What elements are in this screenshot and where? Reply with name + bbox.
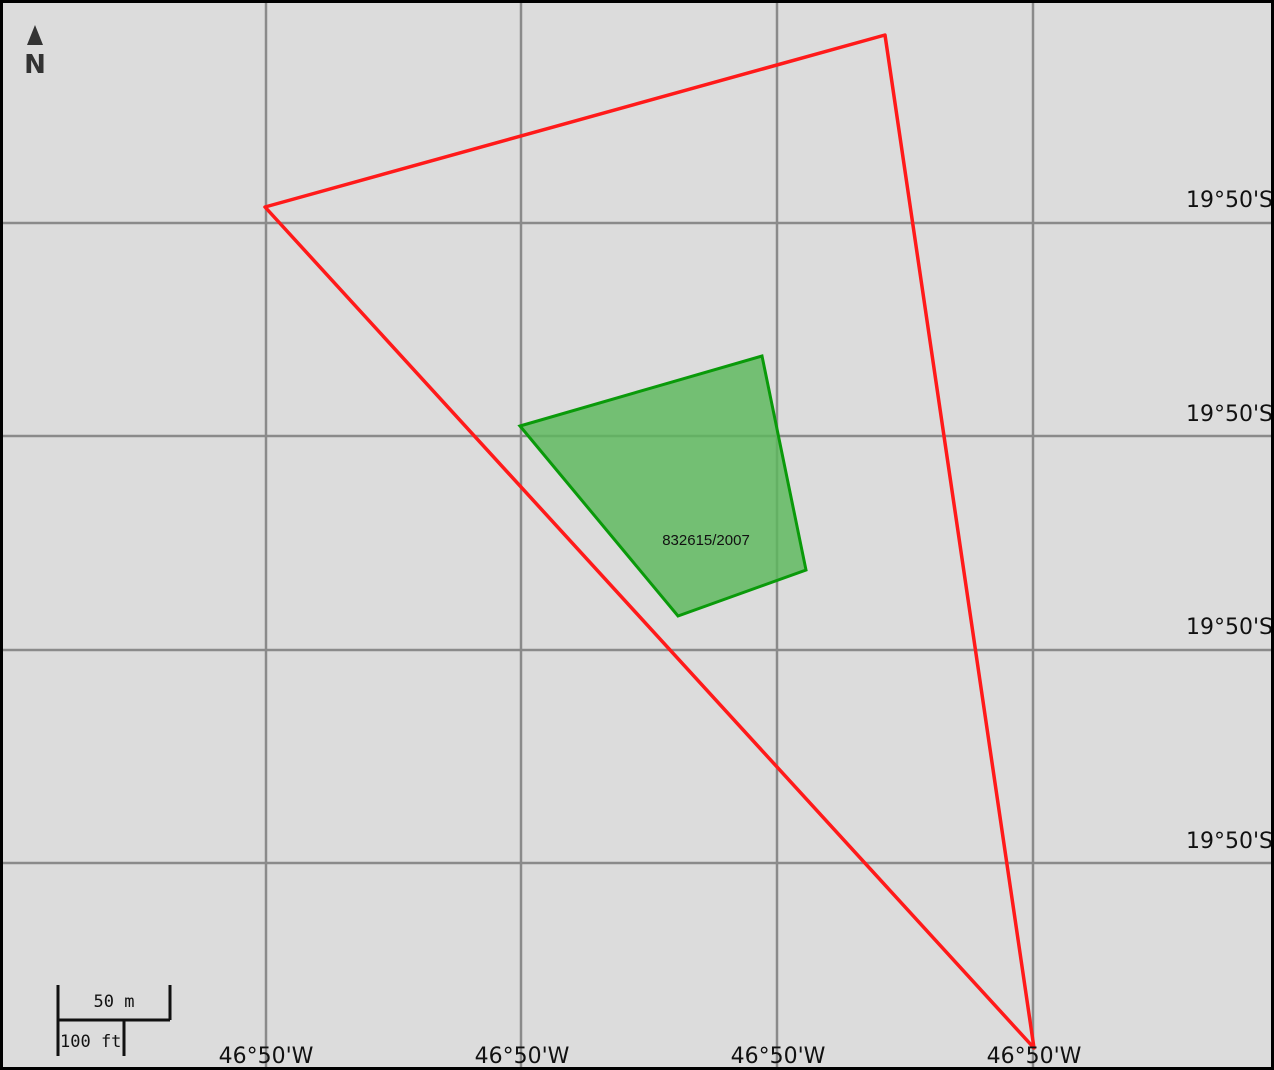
scale-bar-metric-label: 50 m [94,992,135,1012]
north-arrow-icon: N [24,25,46,80]
latitude-label: 19°50'S [1186,188,1273,213]
parcel-label: 832615/2007 [662,532,750,549]
longitude-label: 46°50'W [987,1044,1082,1069]
scale-bar: 50 m 100 ft [56,985,172,1056]
north-label: N [24,50,46,80]
latitude-label: 19°50'S [1186,615,1273,640]
map-canvas[interactable]: 832615/2007 19°50'S 19°50'S 19°50'S 19°5… [3,3,1274,1070]
outer-boundary-polygon[interactable] [263,33,1036,1050]
parcel-polygon[interactable] [517,354,808,618]
latitude-label: 19°50'S [1186,402,1273,427]
longitude-label: 46°50'W [731,1044,826,1069]
longitude-label: 46°50'W [475,1044,570,1069]
scale-bar-imperial-label: 100 ft [60,1032,121,1052]
latitude-label: 19°50'S [1186,829,1273,854]
longitude-label: 46°50'W [219,1044,314,1069]
